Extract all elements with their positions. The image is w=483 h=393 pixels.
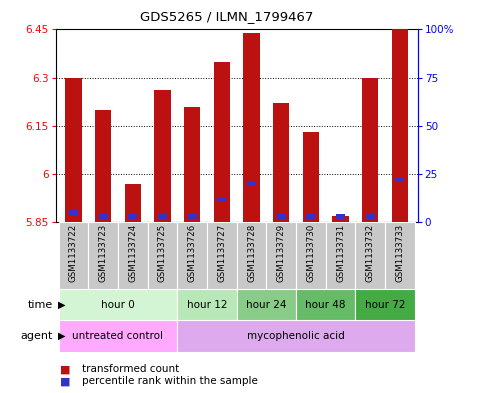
Text: agent: agent (21, 331, 53, 341)
Bar (177, 289, 237, 320)
Bar (362, 78, 379, 222)
Bar (118, 222, 148, 289)
Bar (306, 214, 315, 219)
Text: hour 72: hour 72 (365, 299, 405, 310)
Bar (243, 33, 260, 222)
Bar (99, 214, 108, 219)
Bar (247, 181, 256, 186)
Text: GSM1133728: GSM1133728 (247, 224, 256, 282)
Text: GSM1133723: GSM1133723 (99, 224, 108, 282)
Bar (355, 222, 385, 289)
Bar (58, 222, 88, 289)
Bar (237, 222, 266, 289)
Bar (273, 103, 289, 222)
Text: GSM1133733: GSM1133733 (396, 224, 404, 282)
Text: GSM1133731: GSM1133731 (336, 224, 345, 282)
Bar (128, 214, 137, 219)
Text: GSM1133730: GSM1133730 (306, 224, 315, 282)
Text: untreated control: untreated control (72, 331, 163, 341)
Text: ■: ■ (60, 376, 71, 386)
Bar (355, 289, 415, 320)
Bar (217, 196, 227, 201)
Bar (296, 289, 355, 320)
Bar (95, 110, 111, 222)
Bar (88, 222, 118, 289)
Bar (158, 214, 167, 219)
Text: transformed count: transformed count (82, 364, 179, 375)
Text: ▶: ▶ (58, 331, 66, 341)
Bar (237, 289, 296, 320)
Bar (213, 62, 230, 222)
Text: GSM1133722: GSM1133722 (69, 224, 78, 282)
Bar (58, 320, 177, 352)
Text: hour 0: hour 0 (101, 299, 135, 310)
Bar (385, 222, 415, 289)
Bar (58, 289, 177, 320)
Text: GSM1133726: GSM1133726 (187, 224, 197, 282)
Text: GDS5265 / ILMN_1799467: GDS5265 / ILMN_1799467 (141, 10, 313, 23)
Bar (154, 90, 170, 222)
Bar (177, 320, 415, 352)
Text: ■: ■ (60, 364, 71, 375)
Bar (296, 222, 326, 289)
Bar (177, 222, 207, 289)
Bar (332, 216, 349, 222)
Bar (392, 29, 408, 222)
Text: GSM1133724: GSM1133724 (128, 224, 137, 282)
Bar (65, 78, 82, 222)
Text: time: time (28, 299, 53, 310)
Bar (148, 222, 177, 289)
Text: hour 24: hour 24 (246, 299, 286, 310)
Bar (396, 177, 404, 182)
Text: GSM1133725: GSM1133725 (158, 224, 167, 282)
Bar (69, 210, 78, 215)
Text: percentile rank within the sample: percentile rank within the sample (82, 376, 258, 386)
Bar (277, 214, 286, 219)
Bar (266, 222, 296, 289)
Text: GSM1133727: GSM1133727 (217, 224, 227, 282)
Bar (187, 214, 197, 219)
Bar (326, 222, 355, 289)
Bar (303, 132, 319, 222)
Bar (125, 184, 141, 222)
Bar (366, 214, 375, 219)
Bar (207, 222, 237, 289)
Bar (336, 214, 345, 219)
Text: GSM1133729: GSM1133729 (277, 224, 286, 282)
Text: hour 48: hour 48 (306, 299, 346, 310)
Text: GSM1133732: GSM1133732 (366, 224, 375, 282)
Text: hour 12: hour 12 (187, 299, 227, 310)
Text: mycophenolic acid: mycophenolic acid (247, 331, 345, 341)
Text: ▶: ▶ (58, 299, 66, 310)
Bar (184, 107, 200, 222)
